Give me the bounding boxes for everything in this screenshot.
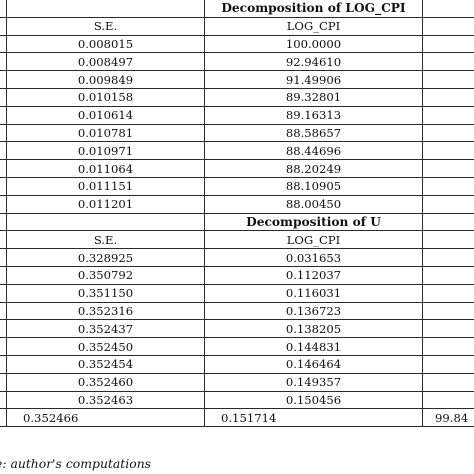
decomposition-title: Decomposition of LOG_CPI: [204, 0, 423, 18]
log-cpi-value: 0.112037: [204, 265, 423, 285]
extra-cell: [422, 52, 474, 72]
log-cpi-column-header: LOG_CPI: [204, 230, 423, 250]
se-value: 0.352437: [6, 319, 205, 339]
log-cpi-value: 0.138205: [204, 319, 423, 339]
se-column-header: S.E.: [6, 230, 205, 250]
log-cpi-value: 0.031653: [204, 248, 423, 267]
log-cpi-column-header: LOG_CPI: [204, 16, 423, 36]
table-row: 0.009849 91.49906: [0, 70, 474, 89]
table-row: 0.011201 88.00450: [0, 194, 474, 214]
log-cpi-value: 88.44696: [204, 141, 423, 161]
se-value: 0.352454: [6, 354, 205, 374]
decomposition-title-row: Decomposition of LOG_CPI: [0, 0, 474, 18]
table-row: 0.351150 0.116031: [0, 283, 474, 303]
table-row: 0.010971 88.44696: [0, 141, 474, 161]
se-value: 0.352316: [6, 301, 205, 321]
table-row: 0.350792 0.112037: [0, 265, 474, 285]
table-row: 0.328925 0.031653: [0, 248, 474, 267]
log-cpi-value: 88.58657: [204, 123, 423, 143]
se-cell: [6, 212, 205, 232]
log-cpi-value: 88.20249: [204, 159, 423, 178]
se-value: 0.350792: [6, 265, 205, 285]
extra-cell: [422, 87, 474, 107]
log-cpi-value: 0.149357: [204, 372, 423, 392]
se-value: 0.328925: [6, 248, 205, 267]
extra-cell: [422, 123, 474, 143]
table-row: 0.010781 88.58657: [0, 123, 474, 143]
log-cpi-value: 88.00450: [204, 194, 423, 214]
se-value: 0.010971: [6, 141, 205, 161]
table-row: 0.011064 88.20249: [0, 159, 474, 178]
se-value: 0.008497: [6, 52, 205, 72]
se-value: 0.352466: [6, 408, 205, 428]
se-value: 0.010614: [6, 105, 205, 125]
table-row: 0.352437 0.138205: [0, 319, 474, 339]
extra-cell: [422, 34, 474, 54]
extra-cell: [422, 141, 474, 161]
extra-cell: [422, 212, 474, 232]
se-value: 0.009849: [6, 70, 205, 89]
source-note: e: author's computations: [0, 456, 152, 471]
extra-cell: [422, 194, 474, 214]
extra-cell: [422, 16, 474, 36]
extra-cell: [422, 248, 474, 267]
log-cpi-value: 89.16313: [204, 105, 423, 125]
se-column-header: S.E.: [6, 16, 205, 36]
se-value: 0.011151: [6, 176, 205, 196]
se-value: 0.352463: [6, 390, 205, 410]
table-row: 0.011151 88.10905: [0, 176, 474, 196]
table-row: 0.008015 100.0000: [0, 34, 474, 54]
log-cpi-value: 0.151714: [204, 408, 423, 428]
table-row: 0.352454 0.146464: [0, 354, 474, 374]
column-header-row: S.E. LOG_CPI: [0, 230, 474, 250]
log-cpi-value: 0.116031: [204, 283, 423, 303]
table-row: 0.352316 0.136723: [0, 301, 474, 321]
se-value: 0.352450: [6, 337, 205, 356]
variance-decomposition-table-wrap: Decomposition of LOG_CPI S.E. LOG_CPI 0.008…: [0, 0, 474, 428]
log-cpi-value: 0.136723: [204, 301, 423, 321]
column-header-row: S.E. LOG_CPI: [0, 16, 474, 36]
extra-cell: [422, 372, 474, 392]
extra-cell: [422, 70, 474, 89]
decomposition-title-row: Decomposition of U: [0, 212, 474, 232]
extra-cell: [422, 105, 474, 125]
table-row: 0.352450 0.144831: [0, 337, 474, 356]
log-cpi-value: 0.150456: [204, 390, 423, 410]
se-value: 0.011064: [6, 159, 205, 178]
table-row: 0.352460 0.149357: [0, 372, 474, 392]
se-value: 0.011201: [6, 194, 205, 214]
se-value: 0.351150: [6, 283, 205, 303]
table-row: 0.010158 89.32801: [0, 87, 474, 107]
decomposition-title: Decomposition of U: [204, 212, 423, 232]
se-cell: [6, 0, 205, 18]
se-value: 0.010158: [6, 87, 205, 107]
table-row: 0.352466 0.151714 99.84: [0, 408, 474, 428]
extra-cell: [422, 319, 474, 339]
se-value: 0.010781: [6, 123, 205, 143]
extra-cell: [422, 159, 474, 178]
variance-decomposition-table: Decomposition of LOG_CPI S.E. LOG_CPI 0.008…: [0, 0, 474, 428]
extra-cell: [422, 230, 474, 250]
log-cpi-value: 0.146464: [204, 354, 423, 374]
extra-cell: [422, 176, 474, 196]
extra-value: 99.84: [422, 408, 474, 428]
table-row: 0.352463 0.150456: [0, 390, 474, 410]
log-cpi-value: 0.144831: [204, 337, 423, 356]
log-cpi-value: 88.10905: [204, 176, 423, 196]
extra-cell: [422, 265, 474, 285]
se-value: 0.352460: [6, 372, 205, 392]
extra-cell: [422, 301, 474, 321]
se-value: 0.008015: [6, 34, 205, 54]
log-cpi-value: 92.94610: [204, 52, 423, 72]
extra-cell: [422, 337, 474, 356]
table-row: 0.010614 89.16313: [0, 105, 474, 125]
extra-cell: [422, 0, 474, 18]
log-cpi-value: 100.0000: [204, 34, 423, 54]
extra-cell: [422, 283, 474, 303]
extra-cell: [422, 354, 474, 374]
extra-cell: [422, 390, 474, 410]
log-cpi-value: 89.32801: [204, 87, 423, 107]
table-row: 0.008497 92.94610: [0, 52, 474, 72]
log-cpi-value: 91.49906: [204, 70, 423, 89]
